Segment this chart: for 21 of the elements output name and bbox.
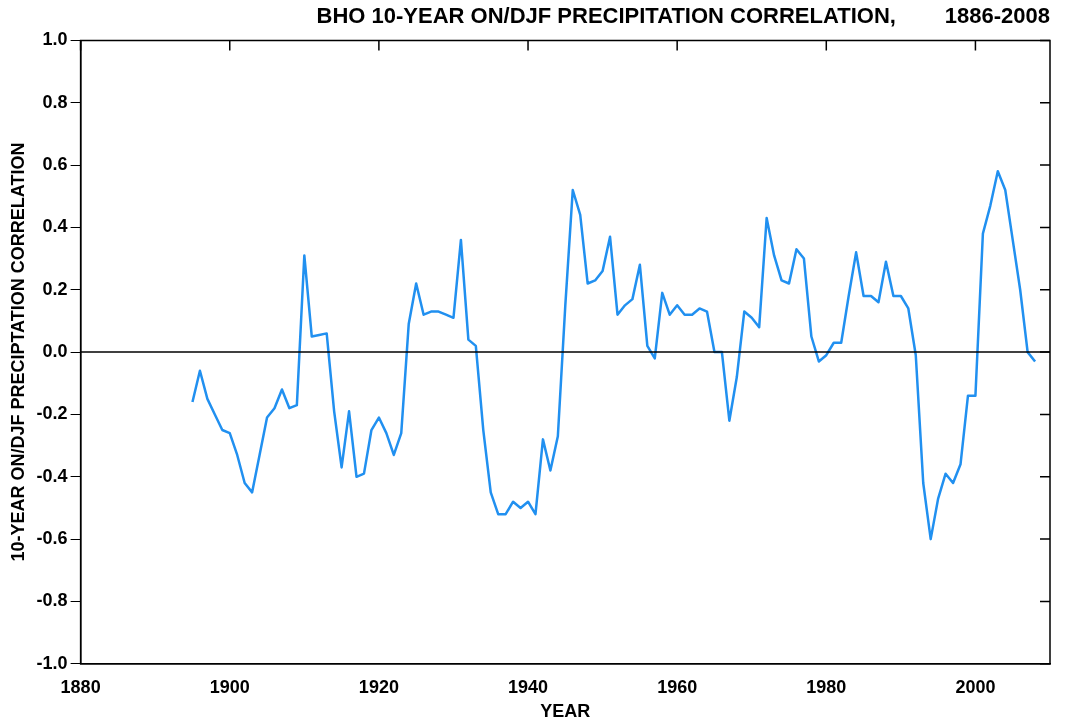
y-tick-label: 0.2 [42,278,68,299]
y-tick-label: 0.8 [42,91,68,112]
y-tick-label: -0.4 [36,465,68,486]
x-axis-title: YEAR [540,701,591,722]
y-tick-label: -0.2 [36,403,68,424]
y-axis-title: 10-YEAR ON/DJF PRECIPTATION CORRELATION [7,142,28,562]
chart-title: BHO 10-YEAR ON/DJF PRECIPITATION CORRELATION, 1886-2008 [316,3,1050,29]
x-tick-label: 1900 [209,676,250,697]
y-tick-label: 0.0 [42,341,68,362]
x-tick-label: 2000 [955,676,996,697]
x-tick-label: 1940 [508,676,549,697]
x-tick-label: 1980 [806,676,847,697]
y-tick-label: 1.0 [42,29,68,50]
y-tick-label: -0.6 [36,528,68,549]
y-tick-label: 0.4 [42,216,68,237]
x-tick-label: 1880 [60,676,101,697]
y-tick-label: 0.6 [42,154,68,175]
x-tick-label: 1960 [657,676,698,697]
y-tick-label: -0.8 [36,590,68,611]
y-tick-label: -1.0 [36,652,68,673]
x-tick-label: 1920 [358,676,399,697]
